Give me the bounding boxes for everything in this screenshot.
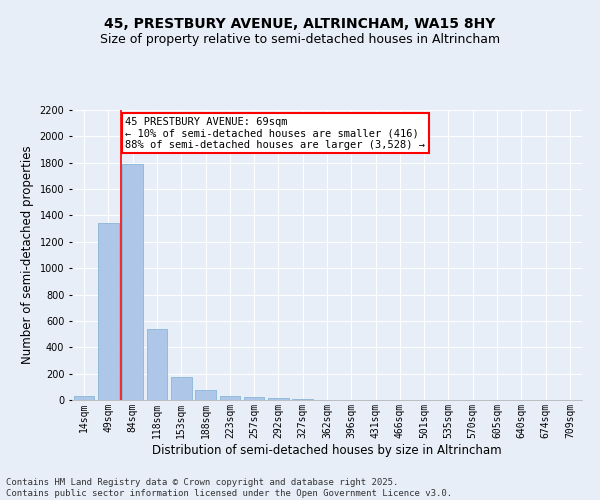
X-axis label: Distribution of semi-detached houses by size in Altrincham: Distribution of semi-detached houses by … <box>152 444 502 456</box>
Text: 45, PRESTBURY AVENUE, ALTRINCHAM, WA15 8HY: 45, PRESTBURY AVENUE, ALTRINCHAM, WA15 8… <box>104 18 496 32</box>
Bar <box>146 329 167 400</box>
Bar <box>268 398 289 400</box>
Bar <box>171 377 191 400</box>
Bar <box>98 224 119 400</box>
Bar <box>292 399 313 400</box>
Bar <box>195 390 216 400</box>
Y-axis label: Number of semi-detached properties: Number of semi-detached properties <box>21 146 34 364</box>
Text: 45 PRESTBURY AVENUE: 69sqm
← 10% of semi-detached houses are smaller (416)
88% o: 45 PRESTBURY AVENUE: 69sqm ← 10% of semi… <box>125 116 425 150</box>
Bar <box>122 164 143 400</box>
Text: Contains HM Land Registry data © Crown copyright and database right 2025.
Contai: Contains HM Land Registry data © Crown c… <box>6 478 452 498</box>
Text: Size of property relative to semi-detached houses in Altrincham: Size of property relative to semi-detach… <box>100 32 500 46</box>
Bar <box>220 396 240 400</box>
Bar <box>244 397 265 400</box>
Bar <box>74 396 94 400</box>
